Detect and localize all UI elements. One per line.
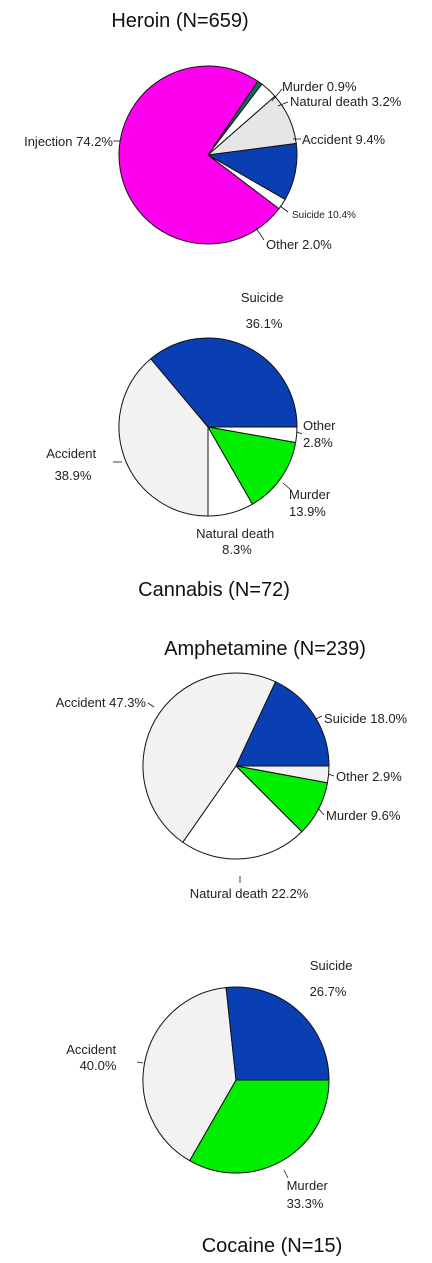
amphetamine-pie-labels: Suicide 18.0% Other 2.9% Murder 9.6% Nat… <box>56 695 408 901</box>
pie-slice-suicide <box>150 337 298 428</box>
amphetamine-label-accident: Accident 47.3% <box>56 695 147 710</box>
pie-slice-injection <box>118 65 280 245</box>
cocaine-chart-title: Cocaine (N=15) <box>202 1235 343 1257</box>
cocaine-pie-chart: Suicide 26.7% Accident 40.0% Murder 33.3… <box>66 958 357 1257</box>
cannabis-pie-chart: Suicide 36.1% Other 2.8% Murder 13.9% Na… <box>46 290 339 601</box>
heroin-pie-slices <box>118 65 298 245</box>
cannabis-chart-title: Cannabis (N=72) <box>138 579 290 601</box>
cocaine-pie-labels: Suicide 26.7% Accident 40.0% Murder 33.3… <box>66 958 357 1211</box>
amphetamine-label-murder: Murder 9.6% <box>326 808 401 823</box>
cannabis-pie-labels: Suicide 36.1% Other 2.8% Murder 13.9% Na… <box>46 290 339 557</box>
amphetamine-label-other: Other 2.9% <box>336 769 402 784</box>
pie-slice-accident <box>118 358 209 517</box>
pie-slice-suicide <box>225 986 330 1081</box>
cocaine-label-murder: Murder 33.3% <box>287 1178 332 1211</box>
heroin-chart-title: Heroin (N=659) <box>111 10 248 32</box>
cannabis-label-accident: Accident 38.9% <box>46 446 100 483</box>
amphetamine-pie-slices <box>142 672 330 860</box>
heroin-label-suicide: Suicide 10.4% <box>292 210 356 221</box>
amphetamine-pie-chart: Amphetamine (N=239) Suicide 18.0% Other … <box>56 638 408 901</box>
pie-slice-natural-death <box>182 765 303 860</box>
amphetamine-label-suicide: Suicide 18.0% <box>324 711 408 726</box>
pie-slice-murder <box>188 1079 330 1174</box>
heroin-pie-chart: Heroin (N=659) Murder 0.9% Natural death… <box>24 10 402 252</box>
cocaine-pie-slices <box>142 986 330 1174</box>
cocaine-label-suicide: Suicide 26.7% <box>310 958 357 999</box>
amphetamine-chart-title: Amphetamine (N=239) <box>164 638 366 660</box>
heroin-pie-labels: Murder 0.9% Natural death 3.2% Accident … <box>24 79 402 252</box>
cannabis-pie-slices <box>118 337 298 517</box>
pie-slice-accident <box>142 672 277 843</box>
pie-slice-accident <box>142 986 237 1162</box>
heroin-label-injection: Injection 74.2% <box>24 134 113 149</box>
heroin-label-murder: Murder 0.9% <box>282 79 357 94</box>
pie-slice-murder <box>207 426 297 505</box>
cannabis-label-murder: Murder 13.9% <box>289 487 334 519</box>
heroin-label-accident: Accident 9.4% <box>302 132 386 147</box>
cannabis-label-natural-death: Natural death 8.3% <box>196 526 278 557</box>
amphetamine-label-natural-death: Natural death 22.2% <box>190 886 309 901</box>
heroin-label-other: Other 2.0% <box>266 237 332 252</box>
cannabis-label-other: Other 2.8% <box>303 418 339 450</box>
cocaine-label-accident: Accident 40.0% <box>66 1042 120 1073</box>
heroin-label-natural-death: Natural death 3.2% <box>290 94 402 109</box>
pie-slice-suicide <box>235 681 330 767</box>
cannabis-label-suicide: Suicide 36.1% <box>241 290 287 331</box>
